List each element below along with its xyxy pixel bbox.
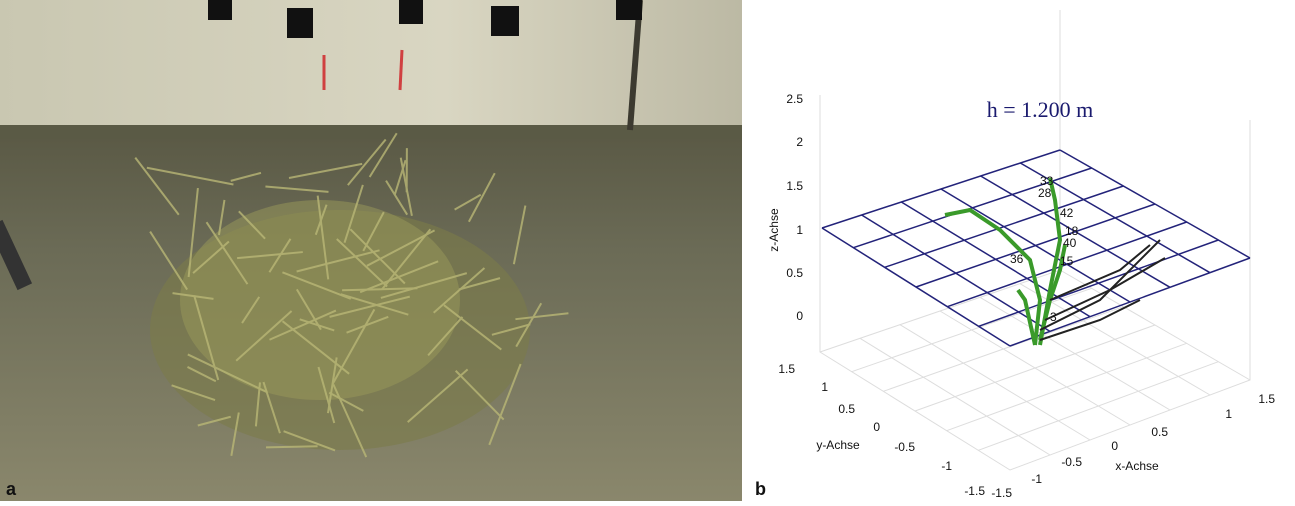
x-tick-label: 1.5 — [1258, 392, 1275, 406]
x-tick-label: 0 — [1111, 439, 1118, 453]
y-tick-label: -1 — [941, 459, 952, 473]
x-tick-label: 0.5 — [1151, 425, 1168, 439]
z-tick-label: 0 — [796, 309, 803, 323]
z-tick-label: 1.5 — [786, 179, 803, 193]
point-label: 36 — [1010, 252, 1024, 266]
z-tick-label: 1 — [796, 223, 803, 237]
z-tick-label: 0.5 — [786, 266, 803, 280]
z-axis-label: z-Achse — [767, 208, 781, 252]
point-label: 28 — [1038, 186, 1052, 200]
3d-plot: 2.5 2 1.5 1 0.5 0 1.5 1 0.5 0 -0.5 -1 -1.5 -1.5 -1 -0.5… — [778, 10, 1275, 500]
y-axis-label: y-Achse — [816, 438, 860, 452]
x-tick-label: -0.5 — [1061, 455, 1082, 469]
annotation: h = 1.200 m — [987, 97, 1094, 122]
x-tick-label: -1 — [1031, 472, 1042, 486]
y-tick-label: -1.5 — [964, 484, 985, 498]
panel-label: a — [6, 479, 17, 499]
twig — [266, 446, 318, 447]
panel-label: b — [755, 479, 766, 499]
y-tick-label: 0.5 — [838, 402, 855, 416]
x-tick-label: -1.5 — [991, 486, 1012, 500]
y-tick-label: 1.5 — [778, 362, 795, 376]
point-label: 40 — [1063, 236, 1077, 250]
x-tick-label: 1 — [1225, 407, 1232, 421]
y-tick-label: -0.5 — [894, 440, 915, 454]
figure: a 2.5 2 1.5 1 0.5 0 1.5 1 0.5 0 -0.5 -1 -1.5 -1.5 -1 -0… — [0, 0, 1295, 501]
photo — [0, 0, 742, 501]
z-tick-label: 2 — [796, 135, 803, 149]
z-tick-label: 2.5 — [786, 92, 803, 106]
point-label: 15 — [1060, 254, 1074, 268]
point-label: 42 — [1060, 206, 1074, 220]
x-axis-label: x-Achse — [1115, 459, 1159, 473]
y-tick-label: 0 — [873, 420, 880, 434]
y-tick-label: 1 — [821, 380, 828, 394]
point-label: 3 — [1050, 310, 1057, 324]
mesh-line — [1060, 150, 1250, 258]
grid-line — [980, 297, 1170, 410]
